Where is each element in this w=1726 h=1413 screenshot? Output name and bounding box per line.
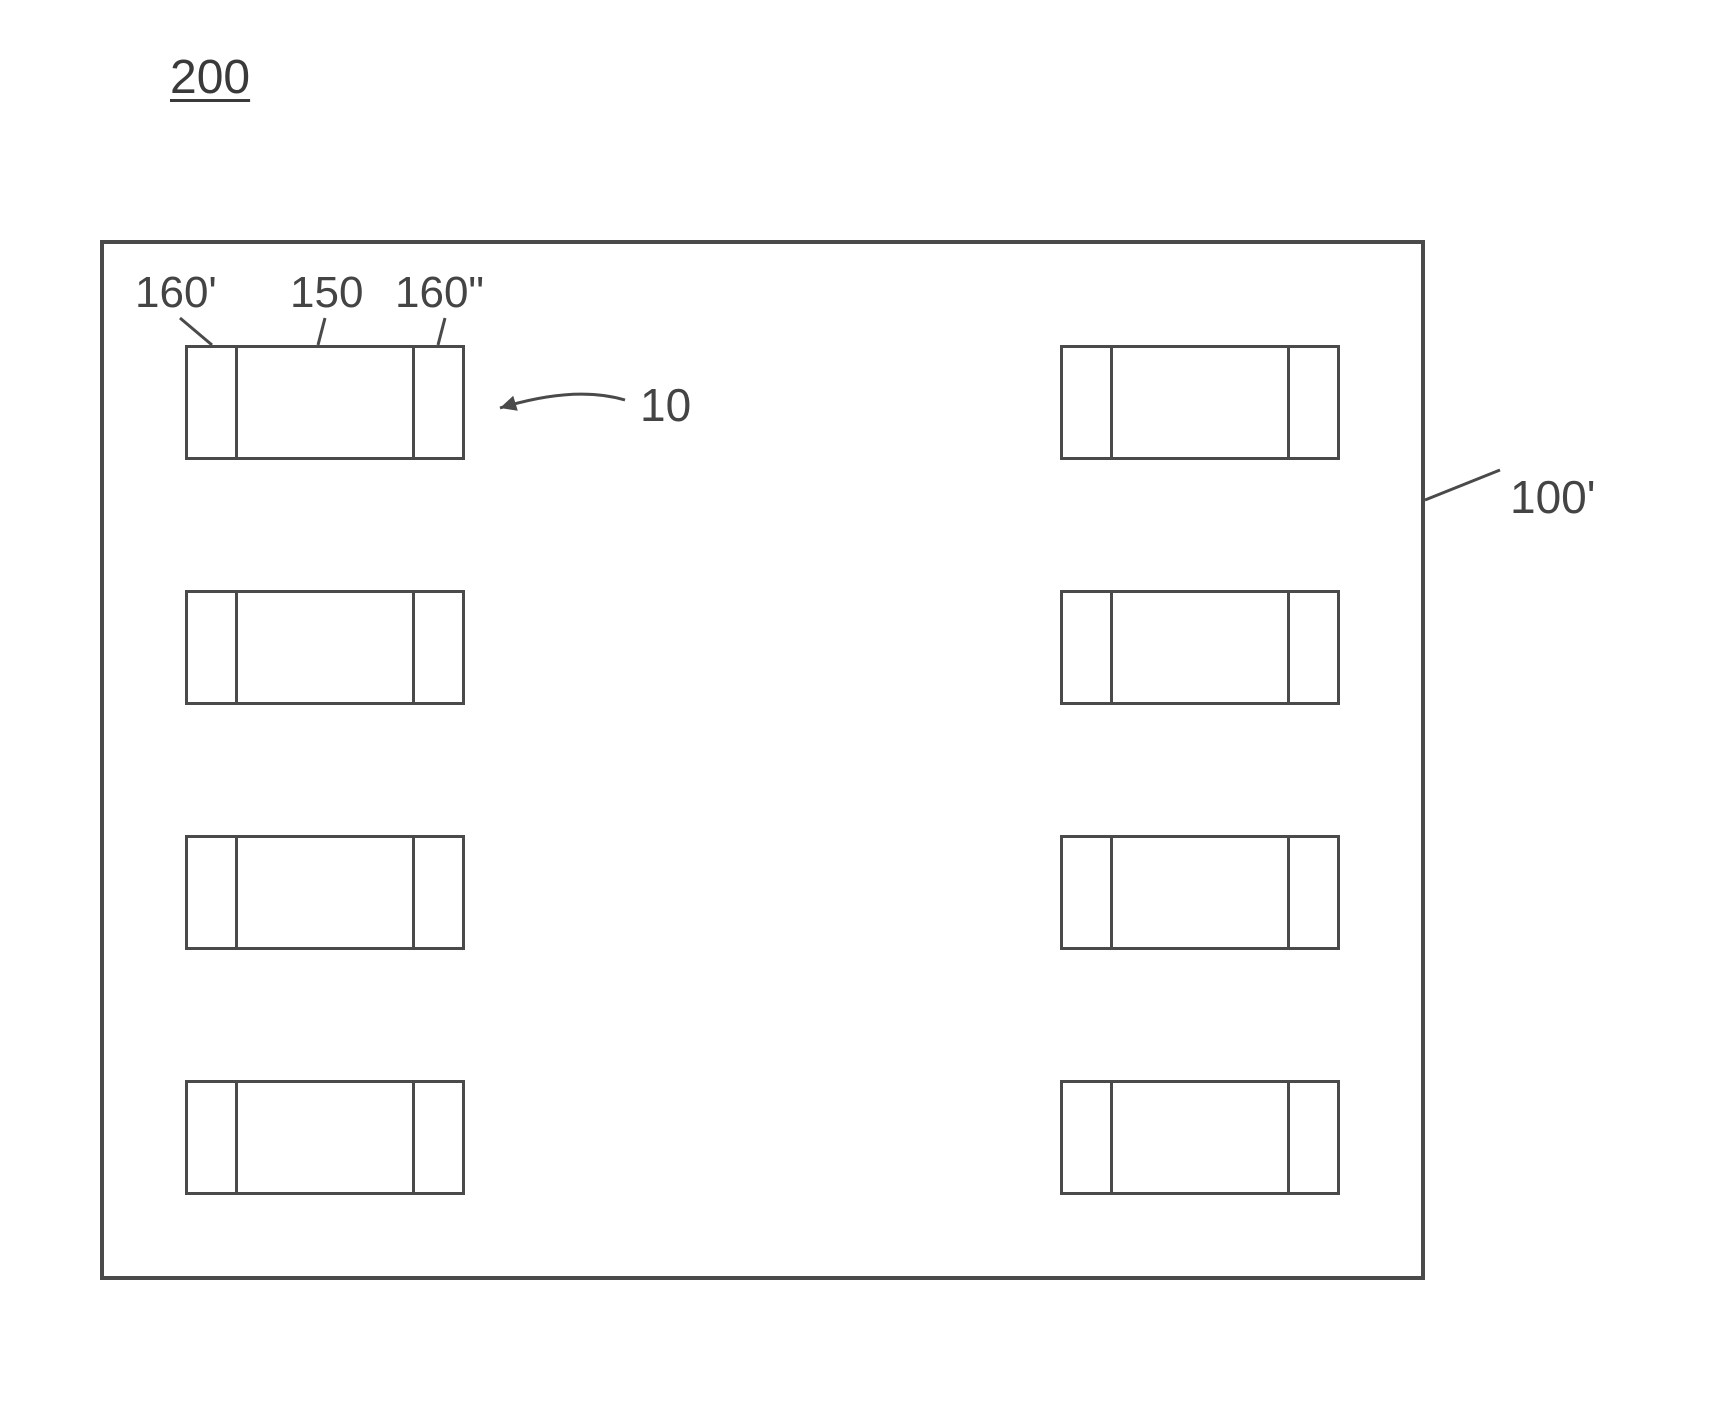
figure-stage: 200 100' 160' 150 160" 10: [0, 0, 1726, 1413]
component-chip: [1060, 835, 1340, 950]
component-chip: [1060, 1080, 1340, 1195]
component-chip: [185, 835, 465, 950]
electrode-160-dprime: [1287, 838, 1337, 947]
electrode-160-prime: [1063, 593, 1113, 702]
component-chip: [185, 1080, 465, 1195]
figure-ref-200: 200: [170, 50, 250, 105]
body-150: [238, 1083, 412, 1192]
electrode-160-dprime: [412, 348, 462, 457]
component-chip: [185, 345, 465, 460]
component-chip: [185, 590, 465, 705]
electrode-160-prime: [1063, 1083, 1113, 1192]
electrode-160-dprime: [1287, 348, 1337, 457]
electrode-160-dprime: [412, 1083, 462, 1192]
electrode-160-dprime: [412, 838, 462, 947]
body-150: [1113, 593, 1287, 702]
body-150: [238, 838, 412, 947]
label-160-dprime: 160": [395, 268, 484, 318]
body-150: [1113, 1083, 1287, 1192]
body-150: [1113, 348, 1287, 457]
electrode-160-dprime: [1287, 1083, 1337, 1192]
label-10: 10: [640, 378, 691, 432]
electrode-160-prime: [188, 348, 238, 457]
electrode-160-prime: [188, 838, 238, 947]
electrode-160-prime: [1063, 838, 1113, 947]
electrode-160-prime: [1063, 348, 1113, 457]
electrode-160-dprime: [412, 593, 462, 702]
label-100-prime: 100': [1510, 470, 1596, 524]
label-160-prime: 160': [135, 268, 217, 318]
electrode-160-dprime: [1287, 593, 1337, 702]
electrode-160-prime: [188, 1083, 238, 1192]
body-150: [238, 593, 412, 702]
body-150: [1113, 838, 1287, 947]
component-chip: [1060, 345, 1340, 460]
component-chip: [1060, 590, 1340, 705]
electrode-160-prime: [188, 593, 238, 702]
body-150: [238, 348, 412, 457]
label-150: 150: [290, 268, 363, 318]
